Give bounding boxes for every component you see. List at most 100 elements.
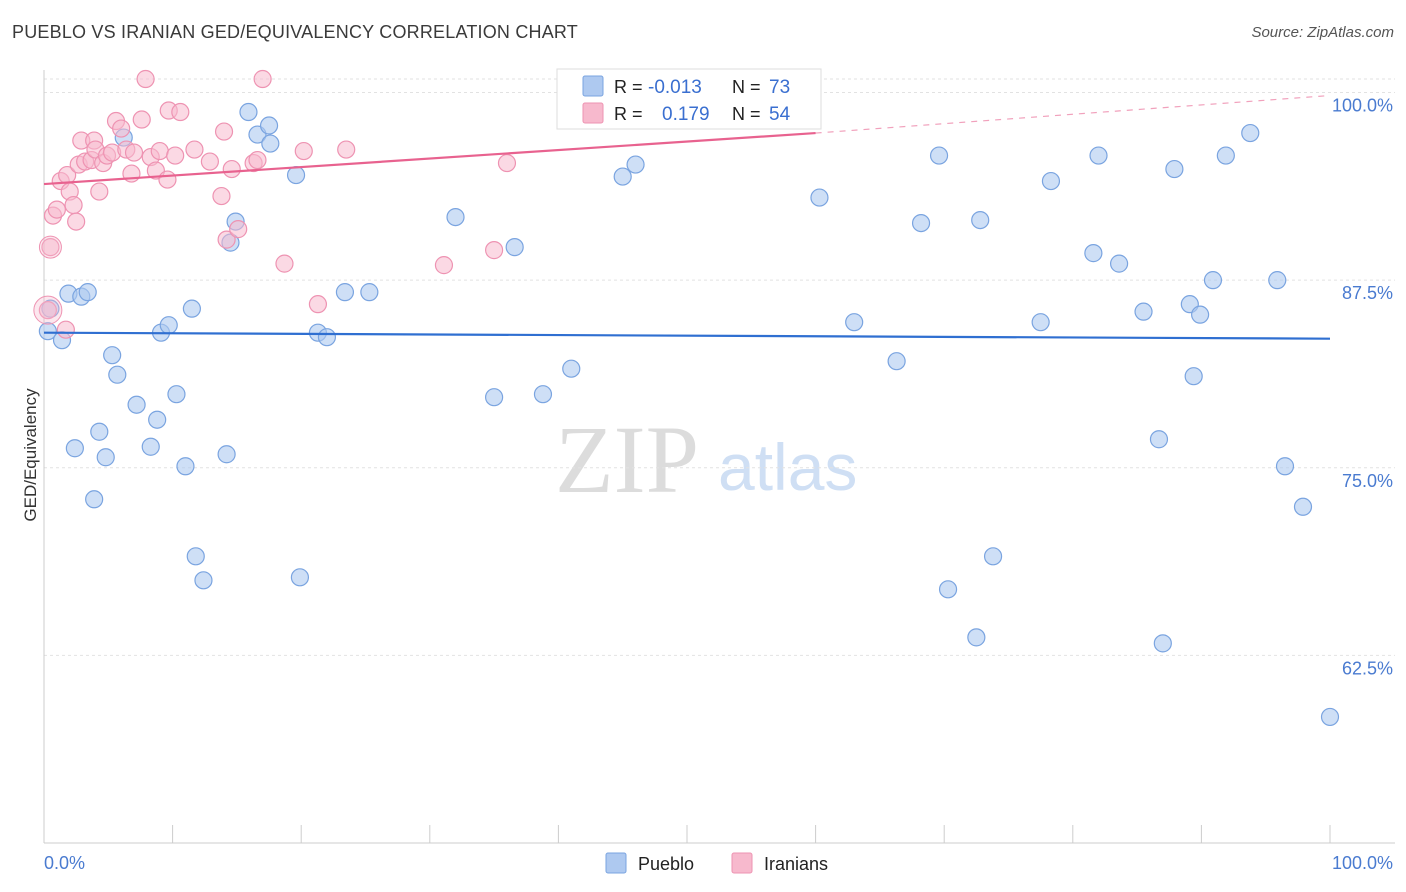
tick-labels: 62.5% 75.0% 87.5% 100.0% 0.0% 100.0% <box>44 96 1393 873</box>
pueblo-point <box>1191 305 1210 324</box>
pueblo-point <box>1041 171 1061 191</box>
iranian-point <box>337 140 356 159</box>
pueblo-point <box>845 313 864 332</box>
iranian-point <box>150 141 169 161</box>
pueblo-point <box>562 359 581 378</box>
iranian-point <box>132 110 151 129</box>
iranian-point <box>112 119 131 138</box>
iranian-point <box>67 212 86 231</box>
legend-n-value-1: 73 <box>769 77 790 98</box>
iranian-point <box>41 238 60 257</box>
bottom-legend-iranians: Iranians <box>764 854 828 874</box>
pueblo-point <box>85 490 104 509</box>
pueblo-point <box>1203 271 1223 290</box>
iranian-point <box>248 150 267 170</box>
pueblo-point <box>1149 430 1169 449</box>
pueblo-point <box>626 155 645 174</box>
iranian-point <box>136 69 155 89</box>
pueblo-point <box>1320 707 1340 727</box>
pueblo-point <box>90 422 109 441</box>
iranian-point <box>38 235 62 259</box>
pueblo-point <box>967 628 986 647</box>
pueblo-point <box>613 167 632 186</box>
iranian-point <box>90 182 109 201</box>
iranian-point <box>200 152 219 171</box>
pueblo-point <box>335 283 355 302</box>
pueblo-point <box>1031 313 1050 332</box>
pueblo-point <box>1293 497 1313 516</box>
pueblo-point <box>887 352 906 371</box>
watermark-zip: ZIP <box>555 406 699 513</box>
y-tick-label-3: 100.0% <box>1332 96 1393 116</box>
pueblo-point <box>286 165 306 185</box>
iranian-point <box>158 170 177 189</box>
pueblo-point <box>194 571 213 590</box>
pueblo-point <box>938 580 958 599</box>
pueblo-point <box>167 385 186 404</box>
iranian-point <box>38 301 57 320</box>
iranian-point <box>229 220 248 239</box>
pueblo-point <box>1184 367 1203 386</box>
chart-title: PUEBLO VS IRANIAN GED/EQUIVALENCY CORREL… <box>12 22 578 42</box>
pueblo-point <box>1275 457 1295 476</box>
iranian-point <box>185 140 204 159</box>
pueblo-point <box>1268 271 1287 290</box>
trend-lines <box>43 94 1331 340</box>
iranian-trend-extension <box>815 94 1331 134</box>
pueblo-point <box>141 437 160 456</box>
pueblo-point <box>182 299 201 318</box>
x-tick-label-0: 0.0% <box>44 853 85 873</box>
pueblo-point <box>505 238 524 257</box>
axes <box>43 70 1395 844</box>
pueblo-point <box>217 445 236 464</box>
chart-source: Source: ZipAtlas.com <box>1251 24 1394 41</box>
iranian-point <box>64 195 83 215</box>
pueblo-point <box>1109 254 1129 273</box>
legend-r-value-1: -0.013 <box>648 77 702 98</box>
pueblo-point <box>317 328 337 347</box>
pueblo-point <box>186 547 205 566</box>
pueblo-point <box>1134 302 1153 321</box>
pueblo-point <box>108 365 127 384</box>
iranian-point <box>294 141 313 161</box>
pueblo-series <box>38 71 1340 727</box>
series-legend: Pueblo Iranians <box>605 852 828 874</box>
pueblo-point <box>78 283 97 302</box>
pueblo-trend-line <box>43 331 1331 340</box>
pueblo-point <box>1216 146 1235 165</box>
y-tick-label-1: 75.0% <box>1342 471 1393 491</box>
pueblo-point <box>810 188 829 207</box>
legend-r-label-1: R = <box>614 77 643 97</box>
pueblo-point <box>1165 159 1184 179</box>
iranian-trend-line <box>43 131 816 186</box>
iranian-point <box>485 241 504 260</box>
pueblo-point <box>1241 123 1260 143</box>
iranian-point <box>434 256 454 275</box>
y-tick-label-0: 62.5% <box>1342 658 1393 678</box>
pueblo-point <box>38 322 57 341</box>
iranian-point <box>275 254 294 273</box>
y-tick-label-2: 87.5% <box>1342 283 1393 303</box>
pueblo-point <box>103 346 122 365</box>
iranian-point <box>56 320 75 339</box>
pueblo-point <box>485 388 504 407</box>
legend-swatch-pueblo <box>582 75 604 97</box>
iranian-point <box>33 295 63 325</box>
iranian-point <box>253 69 272 89</box>
iranian-point <box>214 122 234 141</box>
pueblo-point <box>1089 146 1108 165</box>
iranian-point <box>217 230 236 249</box>
pueblo-point <box>971 210 990 230</box>
y-axis-title: GED/Equivalency <box>21 388 40 522</box>
legend-r-value-2: 0.179 <box>662 104 710 125</box>
legend-n-label-1: N = <box>732 77 761 97</box>
pueblo-point <box>290 568 310 587</box>
correlation-legend: R = -0.013 N = 73 R = 0.179 N = 54 <box>556 68 822 130</box>
iranian-point <box>171 102 190 122</box>
pueblo-point <box>1153 634 1172 653</box>
bottom-legend-swatch-pueblo <box>605 852 627 874</box>
legend-swatch-iranians <box>582 102 604 124</box>
legend-n-label-2: N = <box>732 104 761 124</box>
pueblo-point <box>127 395 146 414</box>
